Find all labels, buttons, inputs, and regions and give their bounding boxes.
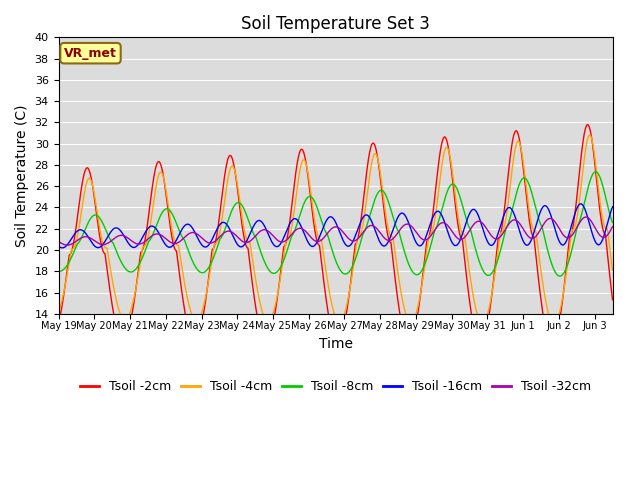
Tsoil -32cm xyxy=(402,221,410,227)
Tsoil -4cm xyxy=(54,310,62,315)
Tsoil -4cm xyxy=(609,267,616,273)
Title: Soil Temperature Set 3: Soil Temperature Set 3 xyxy=(241,15,430,33)
Tsoil -4cm xyxy=(524,193,531,199)
Tsoil -4cm xyxy=(339,316,346,322)
Tsoil -4cm xyxy=(87,178,95,183)
Tsoil -8cm xyxy=(556,273,563,279)
Tsoil -16cm xyxy=(88,239,95,245)
Y-axis label: Soil Temperature (C): Soil Temperature (C) xyxy=(15,104,29,247)
Tsoil -2cm xyxy=(548,342,556,348)
Tsoil -4cm xyxy=(419,279,426,285)
Tsoil -32cm xyxy=(524,233,531,239)
Tsoil -16cm xyxy=(339,237,347,243)
Tsoil -8cm xyxy=(402,252,410,258)
Tsoil -8cm xyxy=(592,169,600,175)
Line: Tsoil -4cm: Tsoil -4cm xyxy=(58,135,612,324)
Line: Tsoil -2cm: Tsoil -2cm xyxy=(58,125,612,345)
Tsoil -4cm xyxy=(550,321,558,327)
X-axis label: Time: Time xyxy=(319,337,353,351)
Line: Tsoil -8cm: Tsoil -8cm xyxy=(58,172,612,276)
Tsoil -2cm xyxy=(419,277,426,283)
Tsoil -8cm xyxy=(339,270,346,276)
Tsoil -4cm xyxy=(586,132,593,138)
Tsoil -32cm xyxy=(609,224,616,229)
Tsoil -16cm xyxy=(419,241,426,247)
Tsoil -2cm xyxy=(609,297,616,302)
Tsoil -2cm xyxy=(590,150,598,156)
Tsoil -2cm xyxy=(87,175,95,180)
Legend: Tsoil -2cm, Tsoil -4cm, Tsoil -8cm, Tsoil -16cm, Tsoil -32cm: Tsoil -2cm, Tsoil -4cm, Tsoil -8cm, Tsoi… xyxy=(75,375,596,398)
Tsoil -4cm xyxy=(402,310,410,316)
Tsoil -8cm xyxy=(54,268,62,274)
Tsoil -32cm xyxy=(339,229,347,235)
Tsoil -2cm xyxy=(584,122,591,128)
Tsoil -32cm xyxy=(590,222,598,228)
Tsoil -16cm xyxy=(524,242,531,248)
Tsoil -8cm xyxy=(419,267,426,273)
Tsoil -16cm xyxy=(58,245,66,251)
Tsoil -8cm xyxy=(524,178,531,184)
Tsoil -2cm xyxy=(402,336,410,342)
Tsoil -32cm xyxy=(88,236,95,241)
Tsoil -16cm xyxy=(609,204,616,210)
Tsoil -16cm xyxy=(577,201,584,207)
Tsoil -2cm xyxy=(524,203,531,208)
Tsoil -4cm xyxy=(590,146,598,152)
Text: VR_met: VR_met xyxy=(64,47,117,60)
Tsoil -8cm xyxy=(589,170,597,176)
Tsoil -32cm xyxy=(419,237,426,242)
Tsoil -8cm xyxy=(609,219,616,225)
Line: Tsoil -32cm: Tsoil -32cm xyxy=(58,217,612,245)
Tsoil -16cm xyxy=(402,214,410,219)
Tsoil -32cm xyxy=(63,242,71,248)
Tsoil -16cm xyxy=(54,243,62,249)
Tsoil -2cm xyxy=(54,321,62,327)
Tsoil -16cm xyxy=(590,235,598,240)
Line: Tsoil -16cm: Tsoil -16cm xyxy=(58,204,612,248)
Tsoil -32cm xyxy=(54,239,62,244)
Tsoil -32cm xyxy=(582,214,590,220)
Tsoil -8cm xyxy=(87,215,95,221)
Tsoil -2cm xyxy=(339,330,346,336)
